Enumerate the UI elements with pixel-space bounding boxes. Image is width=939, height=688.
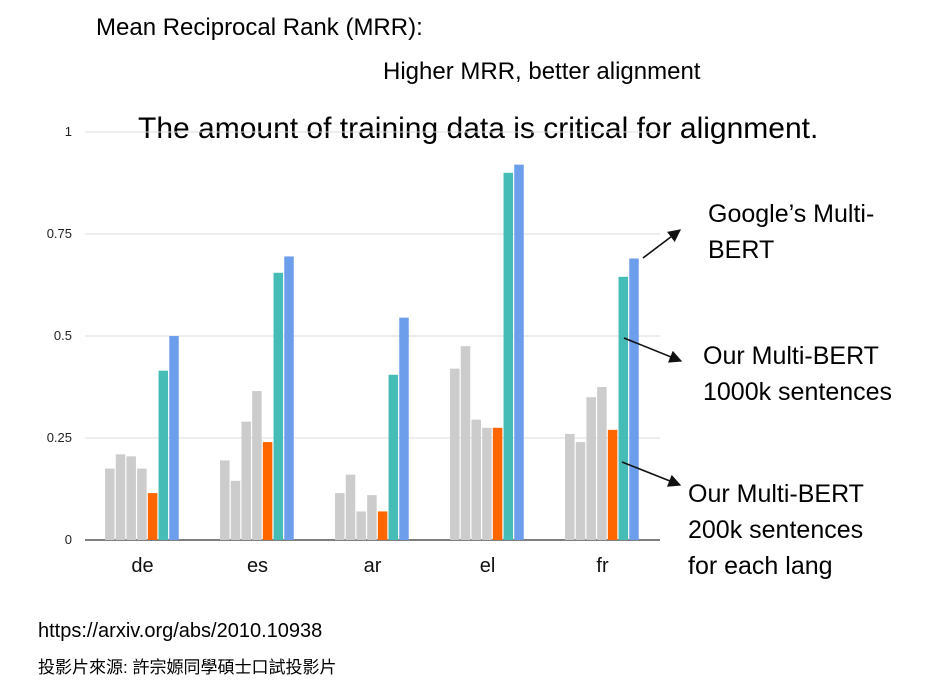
annotation-our-1000k: Our Multi-BERT 1000k sentences <box>703 338 892 410</box>
bar-es-6 <box>284 256 294 540</box>
bar-el-0 <box>450 368 460 540</box>
bar-de-2 <box>126 456 136 540</box>
bar-de-0 <box>105 468 115 540</box>
y-tick-label: 0.75 <box>47 226 72 241</box>
y-tick-label: 0.5 <box>54 328 72 343</box>
bar-fr-3 <box>597 387 607 540</box>
annotation-our-200k-line1: Our Multi-BERT <box>688 480 864 508</box>
bar-ar-2 <box>356 511 366 540</box>
bar-ar-4 <box>377 511 388 540</box>
y-tick-label: 0.25 <box>47 430 72 445</box>
bar-ar-3 <box>367 495 377 540</box>
arrow-google <box>642 229 682 259</box>
bar-fr-4 <box>607 429 618 540</box>
bar-el-4 <box>492 427 503 540</box>
bar-es-1 <box>230 480 241 540</box>
bar-ar-0 <box>335 493 345 540</box>
bar-fr-1 <box>575 442 586 540</box>
x-category-label: de <box>131 555 153 577</box>
bar-fr-5 <box>618 276 629 540</box>
bar-group <box>105 164 639 541</box>
arrow-our-200k <box>621 461 682 487</box>
bar-el-5 <box>503 172 514 541</box>
annotation-google-line1: Google’s Multi- <box>708 200 875 228</box>
bar-ar-1 <box>345 474 356 540</box>
annotation-our-200k-line3: for each lang <box>688 552 833 580</box>
bar-de-1 <box>115 454 126 540</box>
chart-subtitle: Higher MRR, better alignment <box>383 58 701 85</box>
annotation-our-1000k-line2: 1000k sentences <box>703 378 893 406</box>
bar-el-6 <box>514 164 524 540</box>
bar-es-3 <box>252 391 262 540</box>
x-category-label: es <box>247 555 268 577</box>
annotation-google-line2: BERT <box>708 236 775 264</box>
arrow-our-1000k <box>623 337 683 363</box>
source-url[interactable]: https://arxiv.org/abs/2010.10938 <box>38 620 323 642</box>
annotation-our-1000k-line1: Our Multi-BERT <box>703 342 879 370</box>
slide-source: 投影片來源: 許宗嫄同學碩士口試投影片 <box>38 658 337 677</box>
x-axis-categories: de es ar el fr <box>131 555 609 577</box>
annotation-google: Google’s Multi- BERT <box>708 196 874 268</box>
x-category-label: fr <box>596 555 609 577</box>
annotation-our-200k: Our Multi-BERT 200k sentences for each l… <box>688 476 864 584</box>
bar-fr-6 <box>629 258 639 540</box>
bar-de-3 <box>137 468 147 540</box>
bar-el-1 <box>460 346 471 540</box>
bar-el-2 <box>471 419 481 540</box>
annotation-our-200k-line2: 200k sentences <box>688 516 864 544</box>
bar-fr-0 <box>565 433 575 540</box>
bar-el-3 <box>482 427 492 540</box>
bar-ar-6 <box>399 317 409 540</box>
bar-es-0 <box>220 460 230 540</box>
bar-es-2 <box>241 421 251 540</box>
chart-headline: The amount of training data is critical … <box>138 112 819 145</box>
bar-de-4 <box>147 493 158 540</box>
gridlines <box>85 131 660 541</box>
bar-de-5 <box>158 370 169 540</box>
x-category-label: ar <box>364 555 382 577</box>
y-axis-ticks: 0 0.25 0.5 0.75 1 <box>47 124 72 547</box>
bar-ar-5 <box>388 374 399 540</box>
bar-es-5 <box>273 272 284 540</box>
bar-fr-2 <box>586 397 596 540</box>
y-tick-label: 0 <box>65 532 72 547</box>
bar-de-6 <box>169 336 179 540</box>
chart-title: Mean Reciprocal Rank (MRR): <box>96 14 423 41</box>
x-category-label: el <box>480 555 496 577</box>
y-tick-label: 1 <box>65 124 72 139</box>
bar-es-4 <box>262 442 273 540</box>
